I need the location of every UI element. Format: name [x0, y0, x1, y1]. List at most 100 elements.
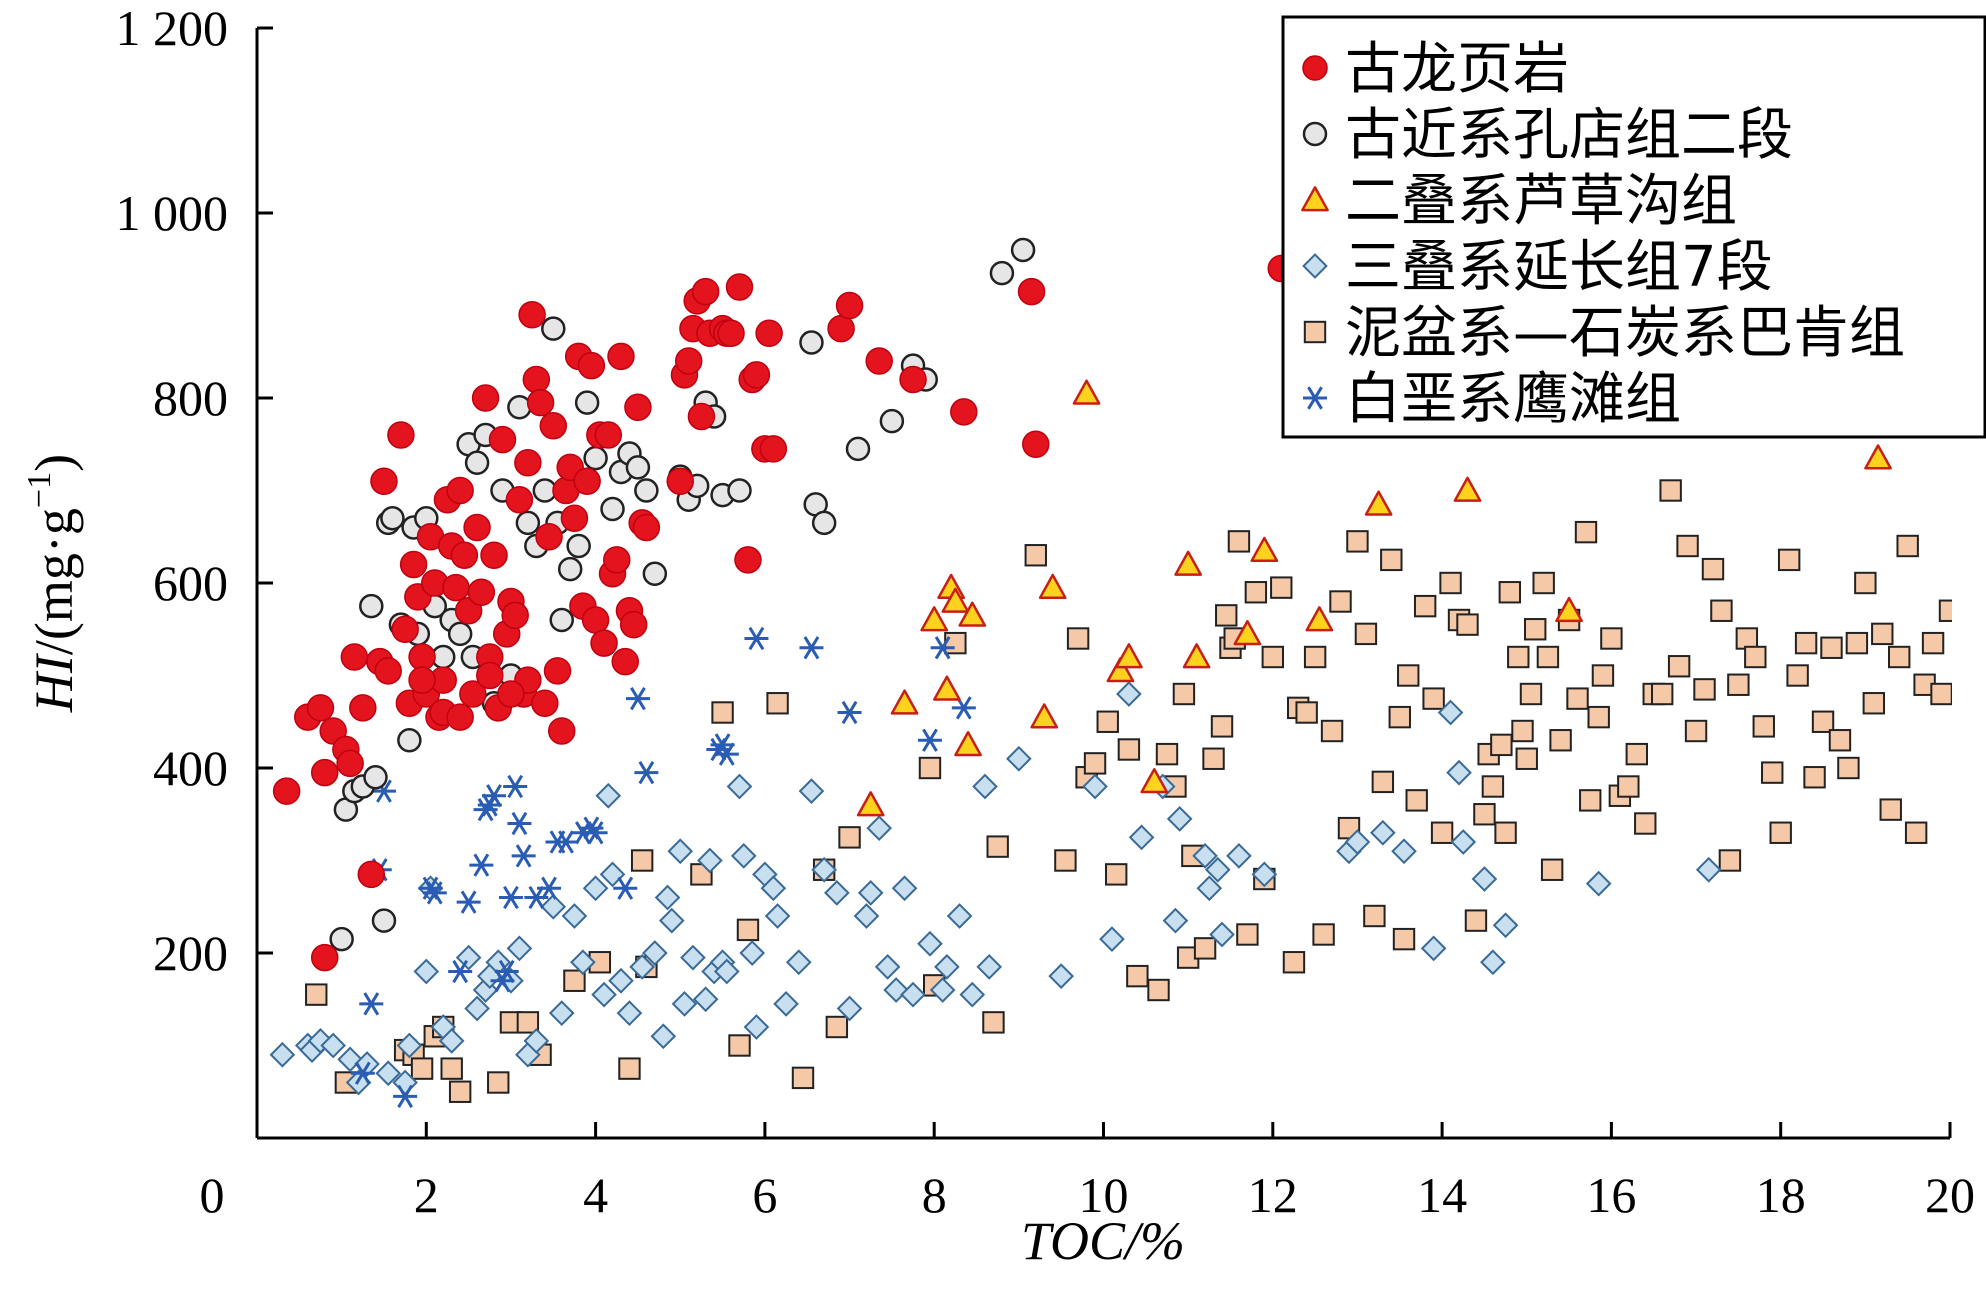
- data-point: [727, 478, 752, 503]
- data-point: [1511, 719, 1534, 743]
- data-point: [920, 606, 949, 632]
- data-point: [692, 986, 719, 1013]
- data-point: [393, 1084, 418, 1108]
- data-point: [463, 513, 491, 542]
- legend-marker: [1301, 186, 1329, 212]
- data-point: [507, 811, 532, 836]
- x-tick-label: 16: [1586, 1167, 1636, 1223]
- data-point: [1010, 237, 1036, 263]
- data-point: [1803, 766, 1826, 789]
- data-point: [526, 388, 555, 417]
- data-point: [413, 958, 440, 985]
- data-point: [349, 694, 377, 722]
- data-point: [516, 1011, 540, 1034]
- data-point: [582, 875, 609, 902]
- data-point: [853, 903, 880, 929]
- x-tick-label: 14: [1417, 1167, 1467, 1223]
- y-tick-label: 400: [153, 740, 228, 796]
- data-point: [632, 513, 661, 542]
- data-point: [583, 445, 608, 471]
- data-point: [944, 631, 967, 655]
- data-point: [680, 944, 706, 971]
- data-point: [1450, 829, 1477, 855]
- data-point: [1155, 742, 1179, 766]
- data-point: [446, 476, 474, 505]
- data-point: [553, 830, 578, 854]
- legend-label: 泥盆系—石炭系巴肯组: [1345, 301, 1905, 366]
- data-point: [1106, 657, 1135, 683]
- data-point: [1453, 476, 1482, 502]
- legend-marker: [1302, 253, 1328, 279]
- data-point: [773, 991, 799, 1017]
- data-point: [1261, 645, 1284, 669]
- data-point: [734, 546, 762, 574]
- data-point: [506, 935, 533, 962]
- data-point: [522, 365, 551, 394]
- data-point: [1507, 645, 1530, 669]
- data-point: [1456, 613, 1479, 636]
- data-point: [1202, 747, 1225, 770]
- data-point: [1769, 821, 1792, 844]
- data-point: [618, 1057, 641, 1080]
- data-point: [917, 728, 942, 752]
- data-point: [505, 486, 534, 514]
- data-point: [1312, 923, 1335, 946]
- data-point: [616, 1000, 643, 1026]
- data-point: [1172, 682, 1196, 706]
- data-point: [1250, 536, 1279, 562]
- data-point: [1938, 599, 1952, 622]
- data-point: [1227, 530, 1251, 553]
- data-point: [1473, 803, 1496, 826]
- data-point: [836, 995, 863, 1022]
- data-point: [1532, 571, 1555, 595]
- data-point: [811, 510, 837, 536]
- data-point: [730, 843, 757, 869]
- data-point: [642, 940, 668, 966]
- data-point: [1054, 849, 1077, 872]
- data-point: [1862, 692, 1886, 715]
- data-point: [874, 954, 901, 980]
- data-point: [742, 361, 771, 389]
- data-point: [891, 875, 918, 902]
- data-point: [607, 342, 635, 371]
- legend-label: 古龙页岩: [1345, 37, 1569, 102]
- data-point: [654, 884, 681, 911]
- data-point: [1735, 627, 1759, 650]
- x-tick-label: 10: [1079, 1167, 1129, 1223]
- y-ticks: 200 400 600 800 1 000 1 200: [116, 0, 273, 981]
- data-point: [613, 876, 638, 900]
- data-points: [269, 237, 1952, 1108]
- data-point: [440, 1057, 463, 1080]
- data-point: [1233, 620, 1262, 646]
- data-point: [1574, 520, 1598, 544]
- data-point: [1082, 773, 1108, 800]
- data-point: [359, 593, 384, 619]
- data-point: [857, 880, 884, 906]
- data-point: [482, 784, 507, 808]
- data-point: [515, 510, 541, 536]
- data-point: [408, 643, 436, 671]
- data-point: [1099, 926, 1125, 952]
- data-point: [1667, 655, 1691, 678]
- data-point: [1295, 701, 1318, 724]
- data-point: [1494, 821, 1517, 844]
- data-point: [320, 1032, 346, 1059]
- data-point: [590, 629, 618, 657]
- legend: 古龙页岩古近系孔店组二段二叠系芦草沟组三叠系延长组7段泥盆系—石炭系巴肯组白垩系…: [1281, 15, 1986, 439]
- data-point: [799, 636, 824, 660]
- data-point: [1344, 829, 1371, 855]
- data-point: [357, 860, 386, 889]
- data-point: [1480, 949, 1506, 976]
- x-tick-label: 4: [583, 1167, 608, 1223]
- data-point: [523, 1028, 550, 1054]
- data-point: [766, 692, 789, 715]
- data-point: [476, 661, 504, 690]
- legend-marker: [1302, 121, 1328, 147]
- data-point: [442, 573, 470, 602]
- data-point: [396, 1032, 423, 1059]
- data-point: [269, 1041, 296, 1068]
- data-point: [866, 815, 892, 841]
- data-point: [471, 384, 500, 412]
- data-point: [448, 959, 473, 984]
- data-point: [1786, 664, 1809, 687]
